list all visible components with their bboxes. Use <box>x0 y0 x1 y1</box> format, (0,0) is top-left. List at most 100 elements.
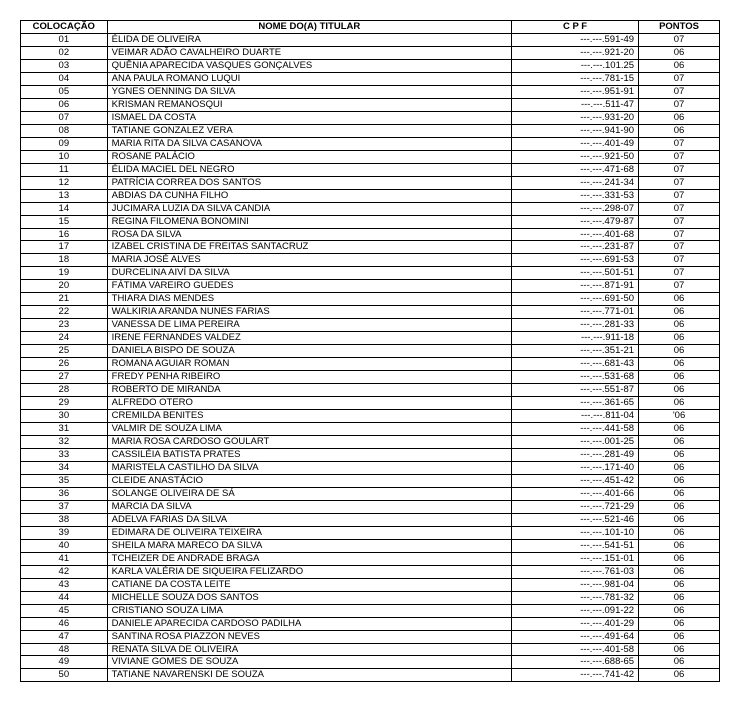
cell: '06 <box>639 410 720 423</box>
cell: 06 <box>639 656 720 669</box>
cell: DANIELA BISPO DE SOUZA <box>107 345 511 358</box>
cell: 04 <box>21 72 108 85</box>
cell: 07 <box>639 228 720 241</box>
table-row: 39EDIMARA DE OLIVEIRA TEIXEIRA---.---.10… <box>21 526 720 539</box>
cell: ---.---.471-68 <box>512 163 639 176</box>
cell: 06 <box>639 59 720 72</box>
table-row: 05YGNES OENNING DA SILVA---.---.951-9107 <box>21 85 720 98</box>
table-row: 32MARIA ROSA CARDOSO GOULART---.---.001-… <box>21 436 720 449</box>
cell: 06 <box>639 591 720 604</box>
cell: ---.---.101.25 <box>512 59 639 72</box>
cell: ---.---.281-49 <box>512 448 639 461</box>
cell: MARISTELA CASTILHO DA SILVA <box>107 461 511 474</box>
cell: JUCIMARA LUZIA DA SILVA CANDIA <box>107 202 511 215</box>
cell: 06 <box>639 578 720 591</box>
table-row: 35CLEIDE ANASTÁCIO---.---.451-4206 <box>21 474 720 487</box>
cell: 06 <box>639 643 720 656</box>
cell: ---.---.941-90 <box>512 124 639 137</box>
cell: MARIA RITA DA SILVA CASANOVA <box>107 137 511 150</box>
table-row: 36SOLANGE OLIVEIRA DE SÁ---.---.401-6606 <box>21 487 720 500</box>
cell: ---.---.691-53 <box>512 254 639 267</box>
cell: 07 <box>639 267 720 280</box>
cell: 06 <box>639 474 720 487</box>
cell: 11 <box>21 163 108 176</box>
cell: ROMANA AGUIAR ROMAN <box>107 358 511 371</box>
cell: ---.---.298-07 <box>512 202 639 215</box>
cell: ---.---.951-91 <box>512 85 639 98</box>
cell: ANA PAULA ROMANO LUQUI <box>107 72 511 85</box>
cell: 30 <box>21 410 108 423</box>
cell: ISMAEL DA COSTA <box>107 111 511 124</box>
cell: ---.---.501-51 <box>512 267 639 280</box>
cell: ---.---.401-66 <box>512 487 639 500</box>
cell: ---.---.231-87 <box>512 241 639 254</box>
cell: ---.---.541-51 <box>512 539 639 552</box>
cell: TCHEIZER DE ANDRADE BRAGA <box>107 552 511 565</box>
cell: 07 <box>639 176 720 189</box>
cell: ---.---.771-01 <box>512 306 639 319</box>
table-row: 26ROMANA AGUIAR ROMAN---.---.681-4306 <box>21 358 720 371</box>
cell: 06 <box>639 358 720 371</box>
cell: 24 <box>21 332 108 345</box>
cell: ---.---.441-58 <box>512 423 639 436</box>
cell: ÉLIDA MACIEL DEL NEGRO <box>107 163 511 176</box>
cell: 06 <box>639 124 720 137</box>
cell: 48 <box>21 643 108 656</box>
cell: VEIMAR ADÃO CAVALHEIRO DUARTE <box>107 46 511 59</box>
cell: MARIA ROSA CARDOSO GOULART <box>107 436 511 449</box>
table-row: 12PATRÍCIA CORREA DOS SANTOS---.---.241-… <box>21 176 720 189</box>
cell: 05 <box>21 85 108 98</box>
cell: ---.---.451-42 <box>512 474 639 487</box>
table-row: 17IZABEL CRISTINA DE FREITAS SANTACRUZ--… <box>21 241 720 254</box>
cell: CLEIDE ANASTÁCIO <box>107 474 511 487</box>
cell: IRENE FERNANDES VALDEZ <box>107 332 511 345</box>
cell: 07 <box>639 137 720 150</box>
cell: VANESSA DE LIMA PEREIRA <box>107 319 511 332</box>
cell: 06 <box>639 669 720 682</box>
cell: CRISTIANO SOUZA LIMA <box>107 604 511 617</box>
cell: ---.---.401-29 <box>512 617 639 630</box>
cell: ---.---.921-20 <box>512 46 639 59</box>
table-row: 47SANTINA ROSA PIAZZON NEVES---.---.491-… <box>21 630 720 643</box>
table-row: 01ÉLIDA DE OLIVEIRA---.---.591-4907 <box>21 33 720 46</box>
table-row: 10ROSANE PALÁCIO---.---.921-5007 <box>21 150 720 163</box>
cell: 32 <box>21 436 108 449</box>
cell: 49 <box>21 656 108 669</box>
cell: 44 <box>21 591 108 604</box>
cell: 15 <box>21 215 108 228</box>
cell: REGINA FILOMENA BONOMINI <box>107 215 511 228</box>
cell: ADELVA FARIAS DA SILVA <box>107 513 511 526</box>
cell: ABDIAS DA CUNHA FILHO <box>107 189 511 202</box>
cell: 07 <box>639 98 720 111</box>
cell: ---.---.781-32 <box>512 591 639 604</box>
cell: 38 <box>21 513 108 526</box>
cell: 28 <box>21 384 108 397</box>
table-row: 03QUÊNIA APARECIDA VASQUES GONÇALVES---.… <box>21 59 720 72</box>
cell: 07 <box>639 254 720 267</box>
cell: 06 <box>639 345 720 358</box>
cell: 07 <box>639 150 720 163</box>
table-row: 49VIVIANE GOMES DE SOUZA---.---.688-6506 <box>21 656 720 669</box>
cell: 26 <box>21 358 108 371</box>
table-row: 16ROSA DA SILVA---.---.401-6807 <box>21 228 720 241</box>
cell: 03 <box>21 59 108 72</box>
table-row: 24IRENE FERNANDES VALDEZ---.---.911-1806 <box>21 332 720 345</box>
cell: 07 <box>639 189 720 202</box>
table-body: 01ÉLIDA DE OLIVEIRA---.---.591-490702VEI… <box>21 33 720 681</box>
table-row: 15REGINA FILOMENA BONOMINI---.---.479-87… <box>21 215 720 228</box>
cell: 06 <box>639 371 720 384</box>
table-row: 09MARIA RITA DA SILVA CASANOVA---.---.40… <box>21 137 720 150</box>
cell: 07 <box>639 163 720 176</box>
cell: 06 <box>639 306 720 319</box>
cell: 17 <box>21 241 108 254</box>
cell: TATIANE NAVARENSKI DE SOUZA <box>107 669 511 682</box>
cell: ---.---.688-65 <box>512 656 639 669</box>
cell: ALFREDO OTERO <box>107 397 511 410</box>
table-header: COLOCAÇÃO NOME DO(A) TITULAR C P F PONTO… <box>21 21 720 34</box>
cell: 10 <box>21 150 108 163</box>
cell: ---.---.351-21 <box>512 345 639 358</box>
cell: RENATA SILVA DE OLIVEIRA <box>107 643 511 656</box>
cell: 42 <box>21 565 108 578</box>
table-row: 43CATIANE DA COSTA LEITE---.---.981-0406 <box>21 578 720 591</box>
cell: 41 <box>21 552 108 565</box>
